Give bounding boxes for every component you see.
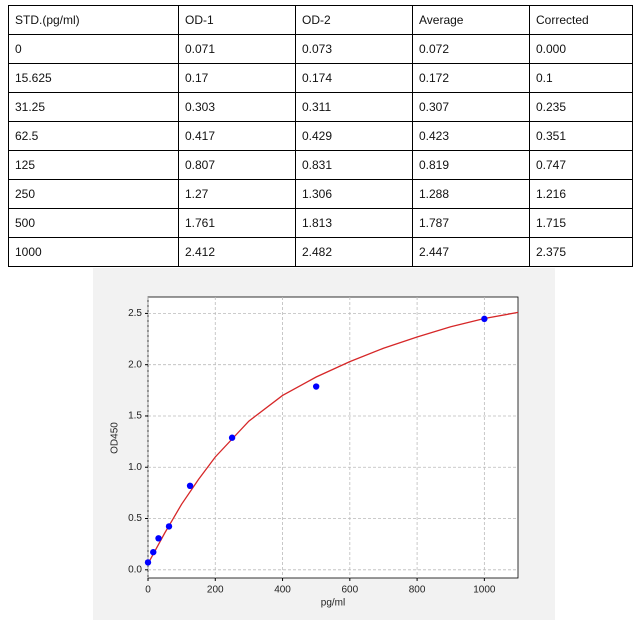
- table-cell: 2.447: [412, 237, 530, 267]
- table-row: 250 1.27 1.306 1.288 1.216: [8, 179, 633, 209]
- table-cell: 1000: [8, 237, 179, 267]
- table-row: 500 1.761 1.813 1.787 1.715: [8, 208, 633, 238]
- x-tick-label: 0: [145, 585, 151, 596]
- x-tick-label: 1000: [473, 585, 496, 596]
- table-cell: 0.417: [178, 121, 296, 151]
- table-cell: 500: [8, 208, 179, 238]
- table-cell: 15.625: [8, 63, 179, 93]
- x-tick-label: 400: [274, 585, 291, 596]
- x-axis-label: pg/ml: [321, 598, 345, 609]
- data-point: [228, 434, 236, 441]
- table-cell: 0.311: [295, 92, 413, 122]
- table-cell: 2.412: [178, 237, 296, 267]
- table-cell: Average: [412, 5, 530, 35]
- table-cell: Corrected: [529, 5, 633, 35]
- table-cell: 0.429: [295, 121, 413, 151]
- y-tick-label: 1.5: [128, 411, 142, 422]
- table-row: 0 0.071 0.073 0.072 0.000: [8, 34, 633, 64]
- x-tick-label: 200: [207, 585, 224, 596]
- table-cell: 250: [8, 179, 179, 209]
- table-cell: 0: [8, 34, 179, 64]
- y-axis-label: OD450: [110, 422, 121, 454]
- y-tick-label: 2.0: [128, 359, 142, 370]
- y-tick-label: 1.0: [128, 462, 142, 473]
- table-cell: 0.072: [412, 34, 530, 64]
- table-cell: 0.073: [295, 34, 413, 64]
- data-point: [186, 482, 194, 490]
- table-cell: 0.172: [412, 63, 530, 93]
- table-cell: 0.000: [529, 34, 633, 64]
- y-tick-label: 0.0: [128, 564, 142, 575]
- table-cell: 1.715: [529, 208, 633, 238]
- table-cell: OD-1: [178, 5, 296, 35]
- table-cell: 62.5: [8, 121, 179, 151]
- table-cell: OD-2: [295, 5, 413, 35]
- data-point: [150, 548, 157, 556]
- table-cell: 0.071: [178, 34, 296, 64]
- data-table: STD.(pg/ml) OD-1 OD-2 Average Corrected 0 0.07…: [8, 5, 633, 267]
- table-cell: 0.819: [412, 150, 530, 180]
- table-cell: 0.307: [412, 92, 530, 122]
- table-cell: 0.1: [529, 63, 633, 93]
- data-point: [155, 535, 162, 542]
- y-tick-label: 0.5: [128, 513, 142, 524]
- table-cell: 0.807: [178, 150, 296, 180]
- table-row: 1000 2.412 2.482 2.447 2.375: [8, 237, 633, 267]
- table-cell: 0.747: [529, 150, 633, 180]
- data-point: [165, 523, 173, 530]
- table-cell: 0.351: [529, 121, 633, 151]
- table-row: 15.625 0.17 0.174 0.172 0.1: [8, 63, 633, 93]
- table-cell: 0.174: [295, 63, 413, 93]
- table-cell: 2.482: [295, 237, 413, 267]
- table-cell: 1.288: [412, 179, 530, 209]
- table-row: 62.5 0.417 0.429 0.423 0.351: [8, 121, 633, 151]
- table-cell: 2.375: [529, 237, 633, 267]
- table-cell: 1.787: [412, 208, 530, 238]
- table-cell: STD.(pg/ml): [8, 5, 179, 35]
- y-tick-label: 2.5: [128, 308, 142, 319]
- header-row: STD.(pg/ml) OD-1 OD-2 Average Corrected: [8, 5, 633, 35]
- x-tick-label: 800: [409, 585, 426, 596]
- table-cell: 31.25: [8, 92, 179, 122]
- chart: pg/ml OD450 0 200 400 600 800 1000 0.0 0.5 1.0 1.…: [93, 268, 555, 620]
- table-row: 31.25 0.303 0.311 0.307 0.235: [8, 92, 633, 122]
- table-cell: 125: [8, 150, 179, 180]
- data-point: [144, 559, 152, 566]
- plot-area: [147, 296, 519, 579]
- table-cell: 1.216: [529, 179, 633, 209]
- table-cell: 1.761: [178, 208, 296, 238]
- table-cell: 0.423: [412, 121, 530, 151]
- table-cell: 1.306: [295, 179, 413, 209]
- table-cell: 0.303: [178, 92, 296, 122]
- table-cell: 1.813: [295, 208, 413, 238]
- table-cell: 0.831: [295, 150, 413, 180]
- table-row: 125 0.807 0.831 0.819 0.747: [8, 150, 633, 180]
- table-cell: 0.235: [529, 92, 633, 122]
- data-point: [312, 383, 320, 390]
- data-point: [481, 315, 488, 323]
- table-cell: 0.17: [178, 63, 296, 93]
- table-cell: 1.27: [178, 179, 296, 209]
- x-tick-label: 600: [341, 585, 358, 596]
